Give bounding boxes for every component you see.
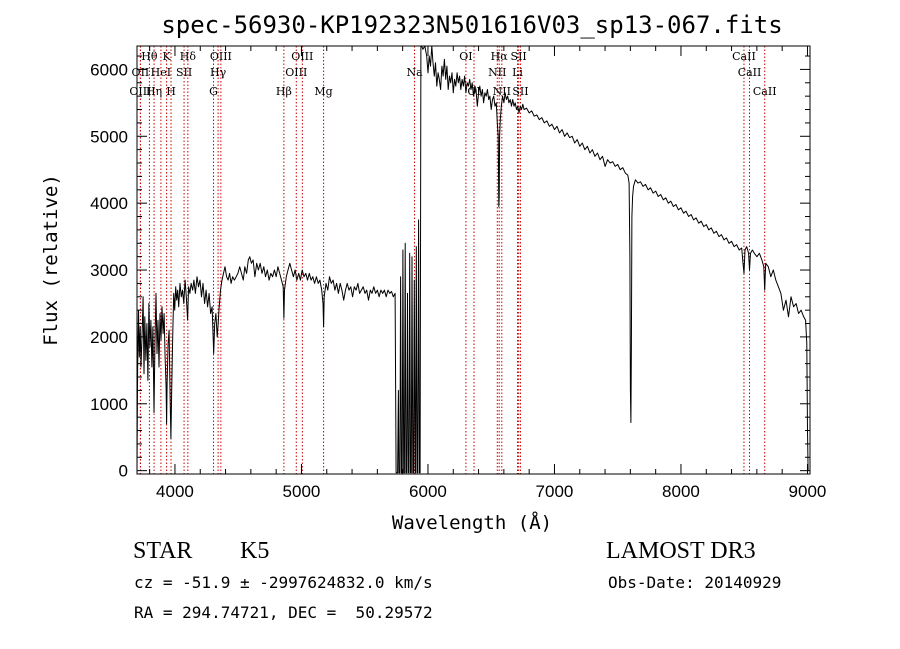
spectral-line-label: Hα <box>491 50 509 63</box>
spectral-line-label: OIII <box>285 66 307 79</box>
spectral-line-label: OIII <box>129 85 151 98</box>
spectral-line-label: Hη <box>146 85 162 98</box>
spectral-line-label: K <box>162 50 171 63</box>
spectral-line-label: Hβ <box>276 85 292 98</box>
spectral-line-label: HeI <box>151 66 171 79</box>
x-tick-label: 5000 <box>283 482 321 501</box>
survey-name: LAMOST DR3 <box>606 538 756 564</box>
spectral-line-label: SII <box>511 50 527 63</box>
spectrum-line <box>136 45 809 474</box>
spectral-line-label: Hθ <box>141 50 158 63</box>
x-tick-label: 4000 <box>156 482 194 501</box>
coordinates-readout: RA = 294.74721, DEC = 50.29572 <box>134 603 433 622</box>
spectrum-trace <box>136 45 809 474</box>
redshift-readout: cz = -51.9 ± -2997624832.0 km/s <box>134 573 433 592</box>
spectral-line-label: OII <box>132 66 150 79</box>
spectral-line-label: CaII <box>732 50 756 63</box>
spectral-line-label: CaII <box>738 66 762 79</box>
y-tick-label: 1000 <box>90 395 128 414</box>
x-tick-label: 6000 <box>409 482 447 501</box>
spectral-line-label: G <box>209 85 218 98</box>
spectral-line-label: NII <box>488 66 506 79</box>
x-axis-label: Wavelength (Å) <box>392 511 552 534</box>
spectral-line-label: OI <box>459 50 472 63</box>
spectral-line-label: Na <box>406 66 423 79</box>
plot-frame <box>136 45 811 475</box>
spectral-line-label: OIII <box>210 50 232 63</box>
x-tick-label: 8000 <box>662 482 700 501</box>
y-tick-label: 6000 <box>90 60 128 79</box>
y-tick-label: 0 <box>119 462 128 481</box>
object-subclass: K5 <box>240 538 270 564</box>
y-tick-label: 5000 <box>90 127 128 146</box>
spectral-line-label: Mg <box>314 85 332 98</box>
spectral-line-label: OIII <box>291 50 313 63</box>
y-axis-label: Flux (relative) <box>40 174 62 346</box>
x-axis: 4000 5000 6000 7000 8000 9000 <box>149 46 827 501</box>
spectral-line-label: H <box>166 85 176 98</box>
spectral-line-label: SII <box>512 85 528 98</box>
y-axis: 0 1000 2000 3000 4000 5000 6000 <box>90 55 810 481</box>
chart-title: spec-56930-KP192323N501616V03_sp13-067.f… <box>161 11 782 39</box>
spectral-line-label: Li <box>512 66 523 79</box>
y-tick-label: 2000 <box>90 328 128 347</box>
x-tick-label: 9000 <box>789 482 827 501</box>
spectral-line-label: Hδ <box>180 50 197 63</box>
spectral-line-label: CaII <box>753 85 777 98</box>
observation-date: Obs-Date: 20140929 <box>608 573 782 592</box>
y-tick-label: 4000 <box>90 194 128 213</box>
spectral-line-markers <box>139 46 766 474</box>
y-tick-label: 3000 <box>90 261 128 280</box>
spectral-line-label: NII <box>493 85 511 98</box>
spectral-line-label: SII <box>176 66 192 79</box>
spectral-line-label: Hγ <box>210 66 227 79</box>
x-tick-label: 7000 <box>536 482 574 501</box>
object-type: STAR <box>133 538 193 564</box>
